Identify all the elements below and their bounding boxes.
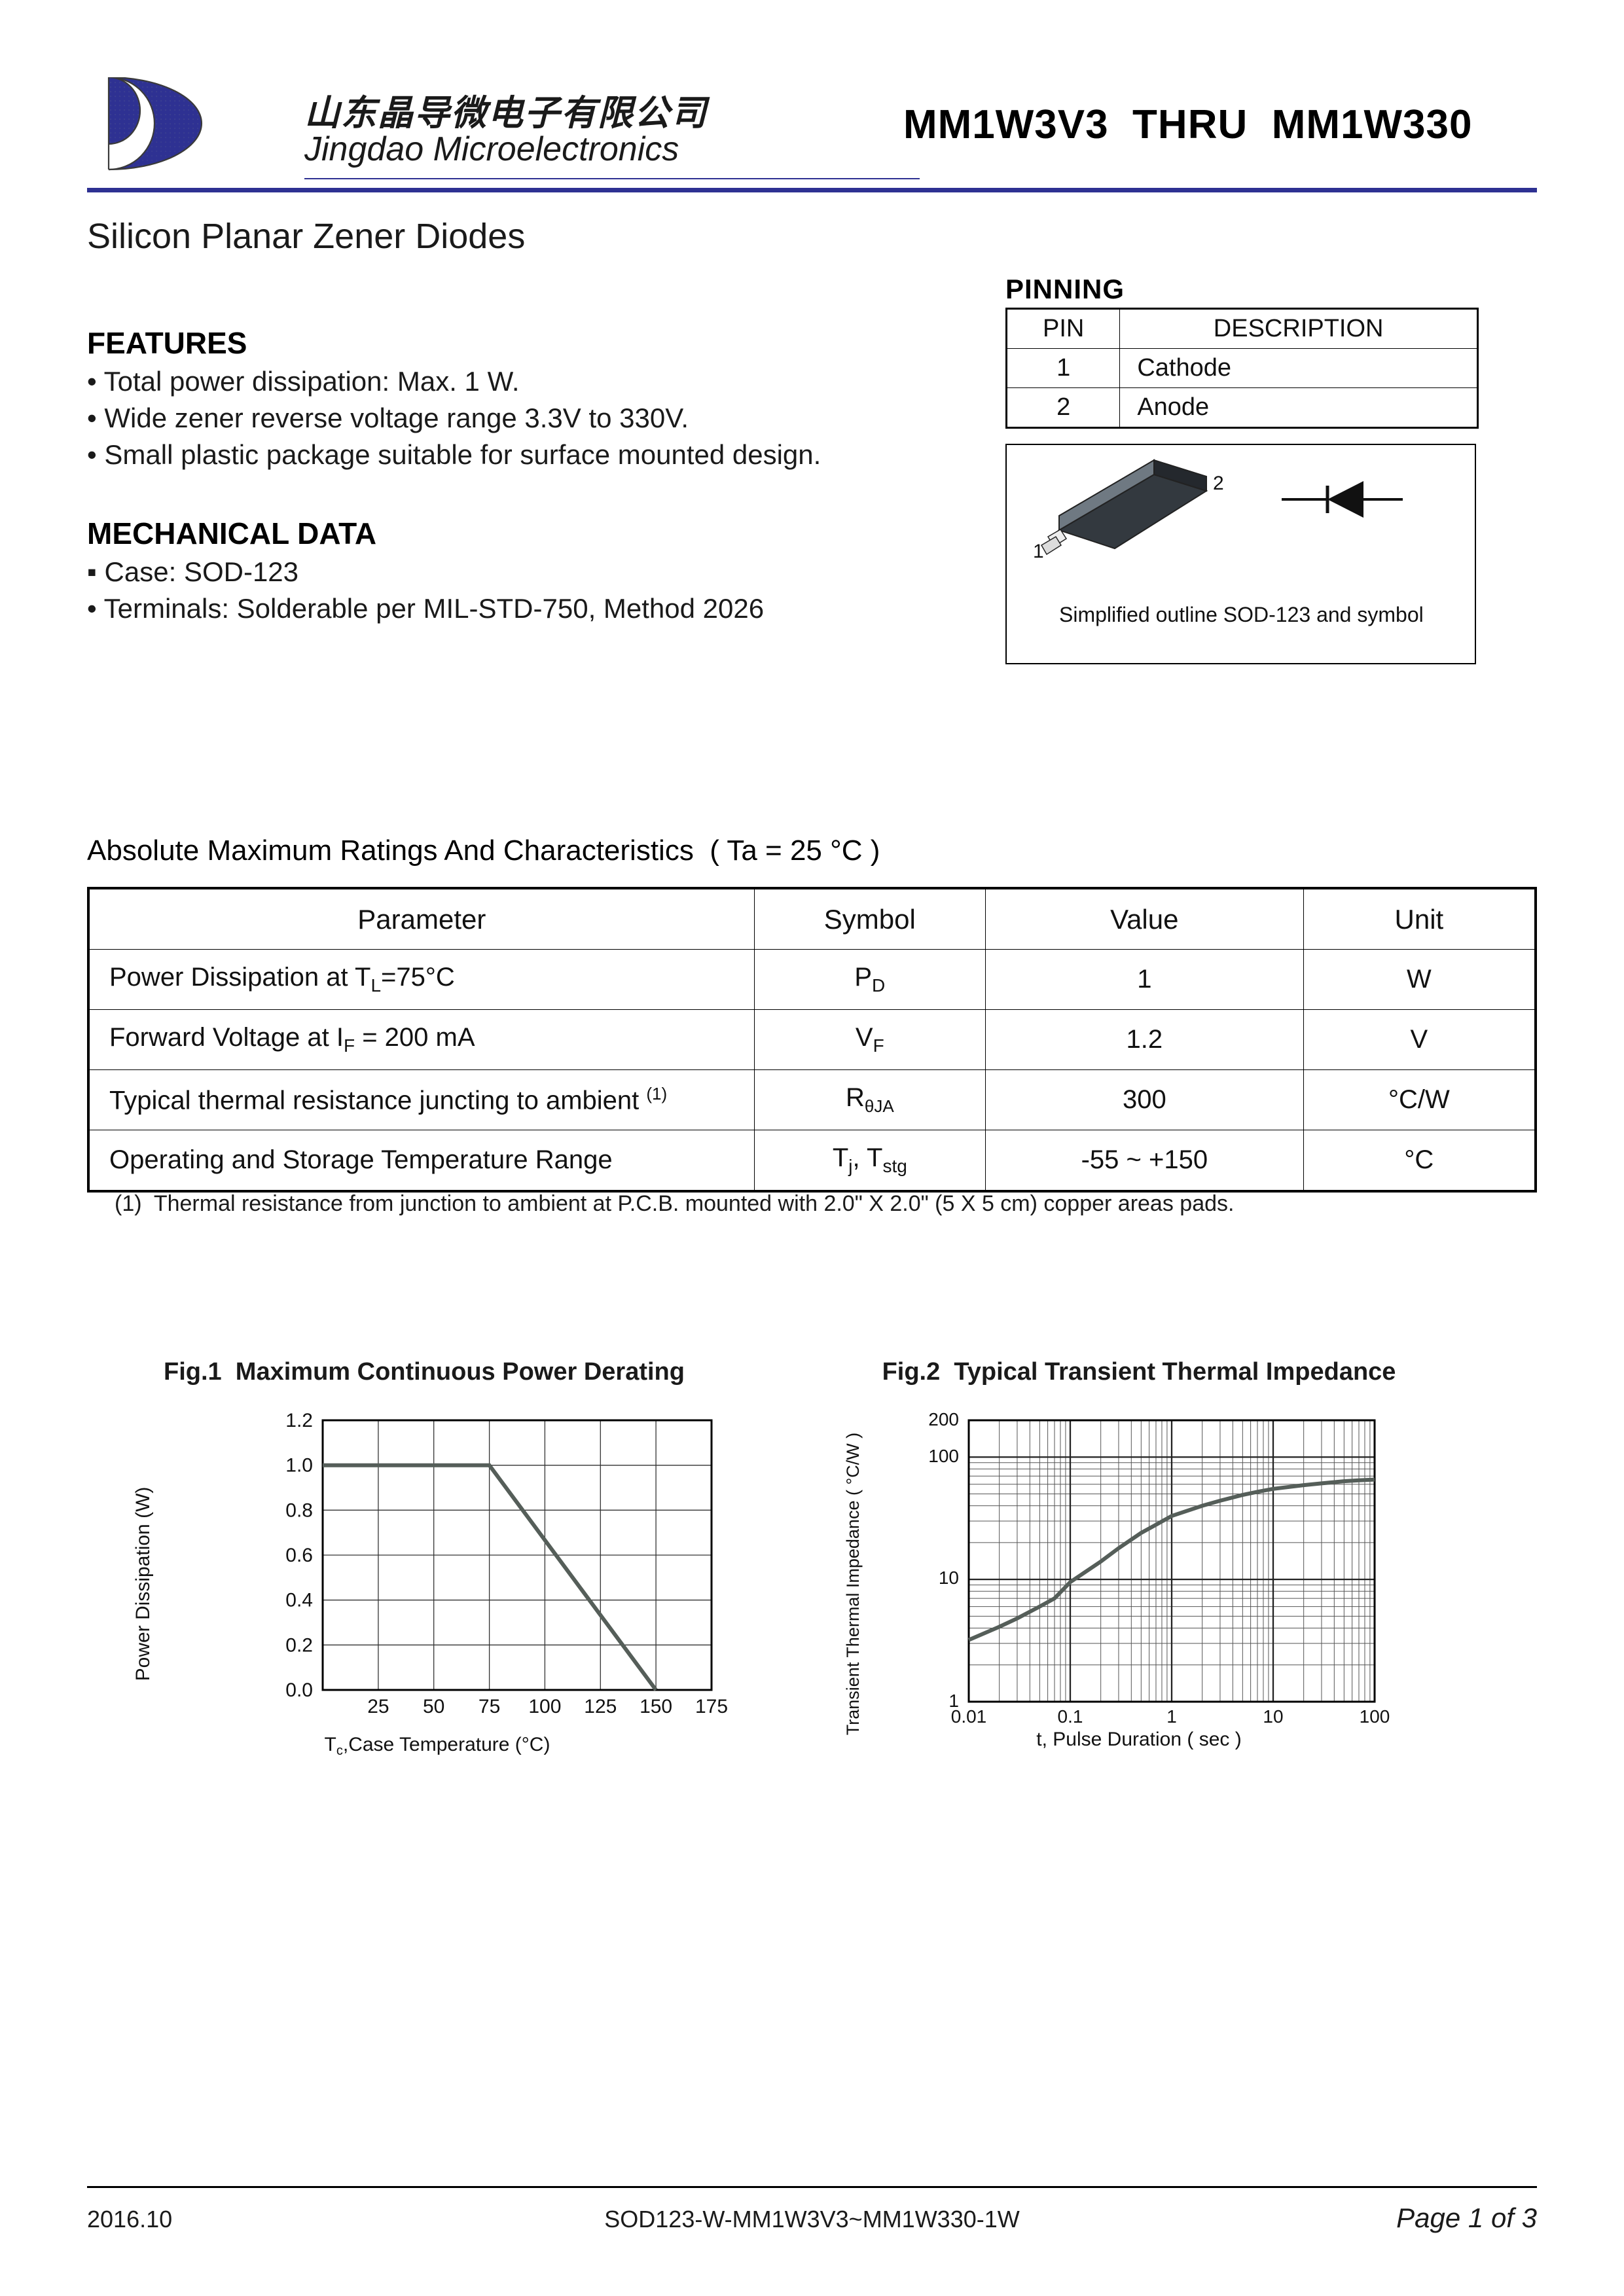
svg-text:1: 1	[1166, 1706, 1177, 1727]
svg-text:0.4: 0.4	[285, 1590, 313, 1611]
svg-text:200: 200	[928, 1409, 959, 1429]
svg-text:0.0: 0.0	[285, 1679, 313, 1701]
svg-text:1.0: 1.0	[285, 1455, 313, 1477]
svg-text:1: 1	[1033, 541, 1044, 562]
svg-text:1: 1	[948, 1691, 959, 1711]
svg-text:0.8: 0.8	[285, 1499, 313, 1521]
svg-text:0.2: 0.2	[285, 1634, 313, 1656]
svg-text:2: 2	[1213, 473, 1224, 494]
svg-text:Transient Thermal Impedance (: Transient Thermal Impedance ( °C/W )	[844, 1433, 863, 1735]
svg-text:100: 100	[528, 1696, 561, 1717]
svg-text:10: 10	[939, 1568, 959, 1588]
svg-text:75: 75	[478, 1696, 500, 1717]
svg-text:Tc,Case Temperature (°C): Tc,Case Temperature (°C)	[325, 1734, 550, 1758]
svg-text:175: 175	[695, 1696, 728, 1717]
svg-text:0.1: 0.1	[1058, 1706, 1083, 1727]
svg-text:25: 25	[367, 1696, 389, 1717]
svg-text:150: 150	[640, 1696, 672, 1717]
svg-text:100: 100	[1360, 1706, 1390, 1727]
svg-text:Simplified outline SOD-123 and: Simplified outline SOD-123 and symbol	[1059, 603, 1424, 626]
svg-text:1.2: 1.2	[285, 1410, 313, 1431]
svg-text:t, Pulse Duration ( sec ): t, Pulse Duration ( sec )	[1036, 1729, 1241, 1750]
svg-text:100: 100	[928, 1446, 959, 1466]
svg-text:125: 125	[584, 1696, 617, 1717]
svg-text:0.6: 0.6	[285, 1545, 313, 1566]
svg-text:10: 10	[1263, 1706, 1283, 1727]
svg-text:50: 50	[423, 1696, 444, 1717]
svg-text:Power Dissipation (W): Power Dissipation (W)	[132, 1487, 154, 1681]
